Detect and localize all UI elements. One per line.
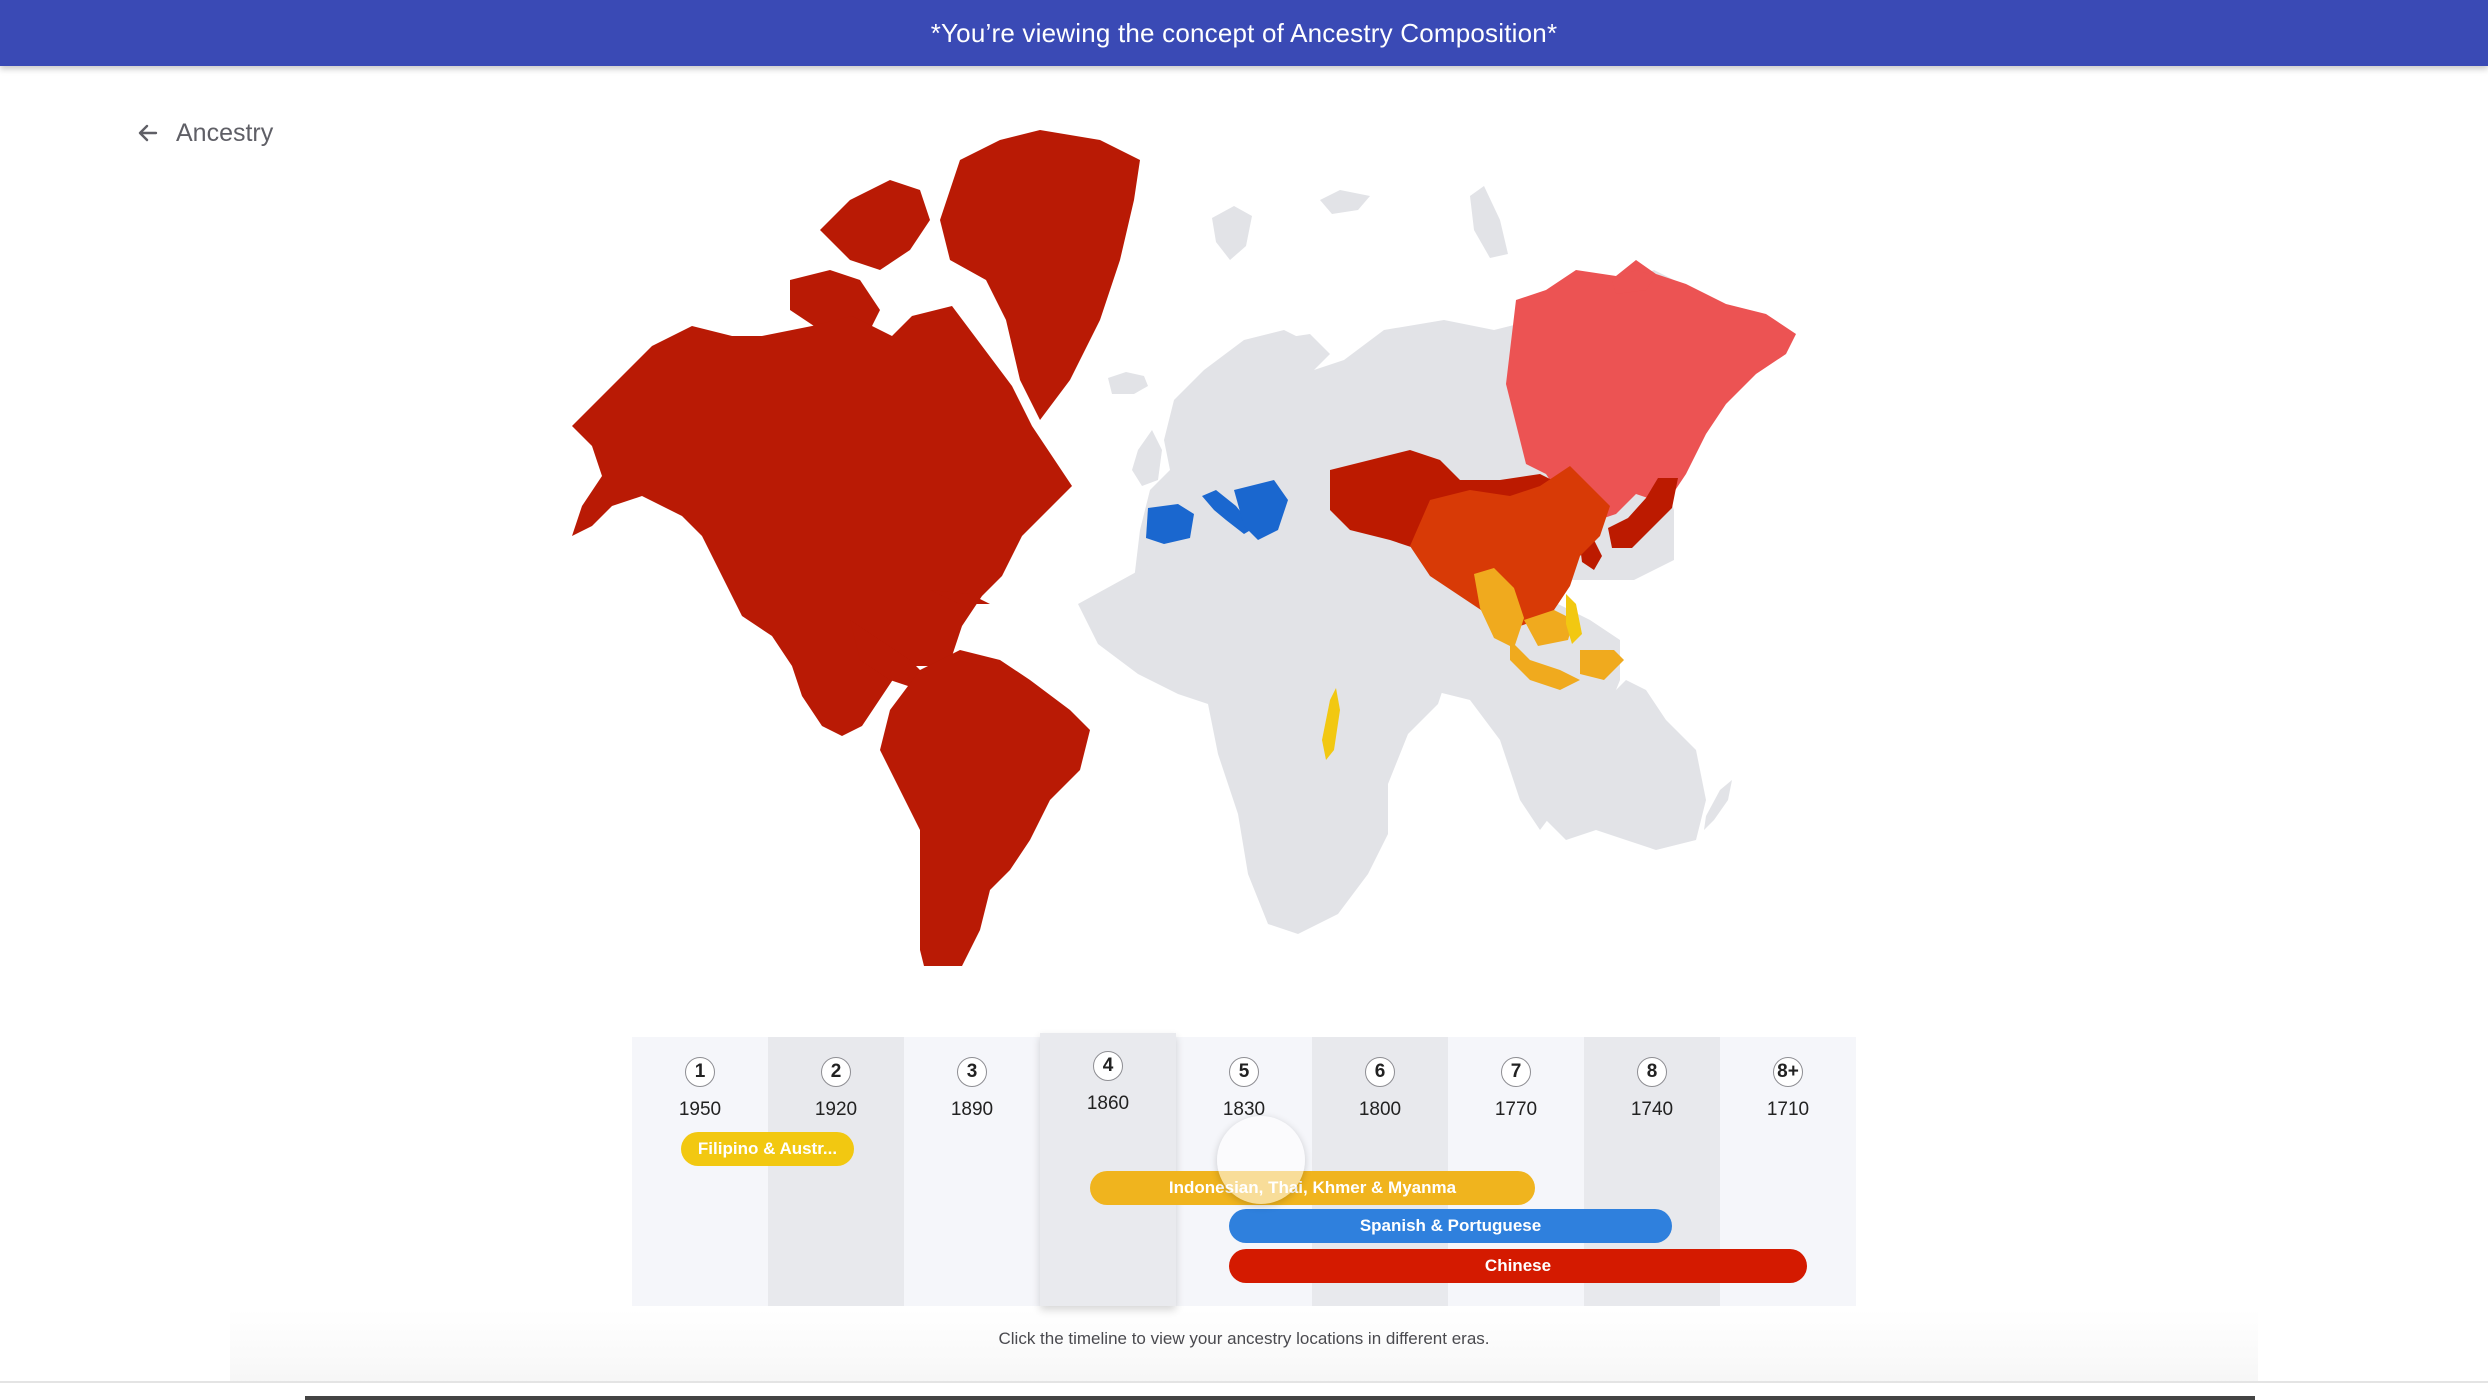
region-southeast-asia xyxy=(1474,568,1624,690)
region-americas xyxy=(572,130,1140,966)
timeline-column-7[interactable]: 7 1770 xyxy=(1448,1037,1584,1306)
generation-year: 1920 xyxy=(814,1099,858,1120)
generation-badge: 2 xyxy=(821,1057,851,1087)
ancestry-bar-chinese[interactable]: Chinese xyxy=(1229,1249,1807,1283)
generation-year: 1860 xyxy=(1086,1093,1130,1114)
generation-year: 1740 xyxy=(1630,1099,1674,1120)
region-philippines-madagascar xyxy=(1322,594,1582,760)
ancestry-bar-indonesian-thai-khmer-myanmar[interactable]: Indonesian, Thai, Khmer & Myanma xyxy=(1090,1171,1535,1205)
timeline-column-9[interactable]: 8+ 1710 xyxy=(1720,1037,1856,1306)
generation-badge: 3 xyxy=(957,1057,987,1087)
generation-badge: 8 xyxy=(1637,1057,1667,1087)
generation-badge: 1 xyxy=(685,1057,715,1087)
concept-banner: *You’re viewing the concept of Ancestry … xyxy=(0,0,2488,66)
arrow-left-icon xyxy=(138,124,158,142)
generation-year: 1770 xyxy=(1494,1099,1538,1120)
timeline-column-4-selected[interactable]: 4 1860 xyxy=(1040,1033,1176,1306)
region-spanish-portuguese xyxy=(1146,480,1288,544)
generation-badge: 5 xyxy=(1229,1057,1259,1087)
generation-badge: 4 xyxy=(1093,1051,1123,1081)
generation-year: 1710 xyxy=(1766,1099,1810,1120)
back-label: Ancestry xyxy=(176,118,274,147)
region-russia-east xyxy=(1506,260,1796,524)
back-to-ancestry-link[interactable]: Ancestry xyxy=(136,116,273,150)
timeline-column-5[interactable]: 5 1830 xyxy=(1176,1037,1312,1306)
bottom-edge-bar xyxy=(305,1396,2255,1400)
ancestry-bar-filipino-austronesian[interactable]: Filipino & Austr... xyxy=(681,1132,854,1166)
ancestry-bar-spanish-portuguese[interactable]: Spanish & Portuguese xyxy=(1229,1209,1672,1243)
generation-badge: 6 xyxy=(1365,1057,1395,1087)
bottom-divider xyxy=(0,1381,2488,1383)
timeline-column-3[interactable]: 3 1890 xyxy=(904,1037,1040,1306)
world-ancestry-map[interactable] xyxy=(0,66,2488,966)
generation-year: 1830 xyxy=(1222,1099,1266,1120)
timeline-column-1[interactable]: 1 1950 xyxy=(632,1037,768,1306)
generation-year: 1950 xyxy=(678,1099,722,1120)
generation-badge: 8+ xyxy=(1773,1057,1803,1087)
generation-year: 1890 xyxy=(950,1099,994,1120)
generation-badge: 7 xyxy=(1501,1057,1531,1087)
region-china xyxy=(1410,466,1610,626)
timeline-caption: Click the timeline to view your ancestry… xyxy=(998,1329,1490,1348)
generation-year: 1800 xyxy=(1358,1099,1402,1120)
timeline-column-2[interactable]: 2 1920 xyxy=(768,1037,904,1306)
banner-text: *You’re viewing the concept of Ancestry … xyxy=(930,17,1558,48)
generation-timeline[interactable]: 1 1950 2 1920 3 1890 4 1860 5 1830 6 180… xyxy=(632,1033,1856,1306)
